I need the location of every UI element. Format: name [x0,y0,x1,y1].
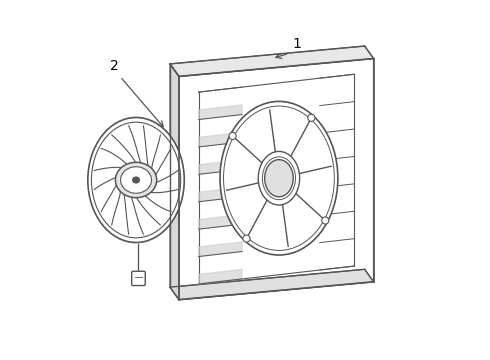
Polygon shape [198,187,242,202]
Ellipse shape [220,102,338,255]
Polygon shape [170,46,373,76]
Polygon shape [170,64,179,300]
Ellipse shape [88,117,184,243]
Polygon shape [198,269,242,284]
Polygon shape [170,269,373,300]
Polygon shape [179,59,373,300]
FancyBboxPatch shape [132,271,145,285]
Ellipse shape [229,132,236,139]
Polygon shape [198,215,242,229]
Ellipse shape [121,167,151,193]
Polygon shape [198,105,242,120]
Polygon shape [198,242,242,257]
Ellipse shape [258,152,300,205]
Ellipse shape [265,159,293,197]
Polygon shape [198,132,242,147]
Ellipse shape [322,217,329,224]
Ellipse shape [116,162,157,198]
Text: 2: 2 [110,59,119,73]
Polygon shape [198,160,242,174]
Ellipse shape [308,114,315,121]
Ellipse shape [243,235,250,242]
Text: 1: 1 [293,37,301,51]
Ellipse shape [132,177,140,183]
